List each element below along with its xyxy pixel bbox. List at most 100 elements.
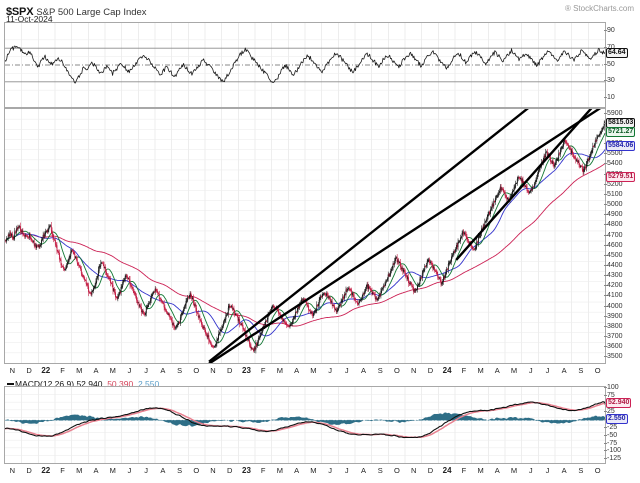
x-axis-label: M — [76, 366, 83, 375]
chart-date: 11-Oct-2024 — [6, 14, 53, 24]
axis-tick-label: 4700 — [604, 231, 623, 239]
x-axis-label: A — [294, 366, 300, 375]
x-axis-label: M — [510, 466, 518, 475]
x-axis-label: N — [9, 466, 16, 475]
x-axis-label: A — [160, 366, 166, 375]
x-axis-label: D — [227, 366, 233, 375]
price-panel[interactable] — [4, 108, 606, 364]
x-axis-label: 22 — [41, 466, 51, 475]
axis-tick-label: 25 — [604, 407, 615, 415]
x-axis-middle: N D 22 F M A M J J A S O N D 23 F M A M J J A S O N D 24 F M A M J J A S O — [4, 366, 606, 378]
x-axis-label: F — [60, 366, 65, 375]
x-axis-label: J — [344, 466, 349, 475]
x-axis-label: A — [93, 466, 99, 475]
axis-tick-label: 3700 — [604, 333, 623, 341]
axis-tick-label: 90 — [604, 26, 615, 34]
x-axis-label: M — [310, 366, 317, 375]
x-axis-label: A — [494, 466, 500, 475]
axis-tick-label: 5200 — [604, 180, 623, 188]
x-axis-label: D — [26, 366, 32, 375]
x-axis-label: J — [528, 366, 533, 375]
axis-tick-label: 4500 — [604, 251, 623, 259]
axis-tick-label: 5000 — [604, 201, 623, 209]
x-axis-label: O — [594, 466, 601, 475]
axis-tick-label: 10 — [604, 94, 615, 102]
axis-value-label: 5815.03 — [606, 117, 636, 128]
axis-tick-label: 75 — [604, 392, 615, 399]
axis-tick-label: 3500 — [604, 353, 623, 361]
x-axis-label: A — [361, 366, 367, 375]
x-axis-label: M — [276, 466, 284, 475]
x-axis-label: D — [26, 466, 32, 475]
symbol-ticker: $SPX — [6, 6, 34, 18]
axis-tick-label: 5100 — [604, 190, 623, 198]
x-axis-label: A — [294, 466, 300, 475]
axis-tick-label: 4200 — [604, 282, 623, 290]
x-axis-label: D — [427, 466, 434, 475]
x-axis-label: D — [227, 466, 233, 475]
axis-tick-label: 4600 — [604, 241, 623, 249]
axis-value-label: 5721.27 — [606, 127, 636, 138]
x-axis-label: M — [109, 366, 116, 375]
x-axis-label: A — [93, 366, 99, 375]
registered-mark-icon: ® — [564, 4, 571, 13]
axis-tick-label: 5900 — [604, 109, 623, 117]
x-axis-label: J — [528, 466, 533, 475]
axis-tick-label: -75 — [603, 439, 618, 447]
line-swatch-icon — [7, 383, 14, 385]
x-axis-label: O — [193, 466, 200, 475]
axis-tick-label: 3800 — [604, 322, 623, 330]
macd-panel[interactable] — [4, 386, 606, 464]
x-axis-label: J — [144, 366, 148, 375]
axis-tick-label: 30 — [604, 77, 615, 85]
x-axis-label: S — [177, 466, 183, 475]
x-axis-label: S — [177, 366, 183, 375]
x-axis-label: F — [260, 466, 266, 475]
x-axis-label: 23 — [242, 366, 251, 375]
axis-value-label: 52.940 — [606, 398, 632, 409]
x-axis-label: N — [210, 366, 216, 375]
x-axis-label: M — [76, 466, 83, 475]
chart-header: $SPX S&P 500 Large Cap Index — [6, 2, 147, 20]
stockcharts-credit: ® StockCharts.com — [565, 4, 634, 13]
x-axis-label: N — [410, 366, 417, 375]
macd-value-2: 50.390 — [107, 379, 134, 389]
x-axis-label: J — [545, 466, 550, 475]
x-axis-label: J — [127, 466, 132, 475]
x-axis-label: 24 — [442, 466, 452, 475]
rsi-y-axis: 90 70 50 30 10 64.64 — [604, 22, 640, 108]
x-axis-label: O — [193, 366, 200, 375]
axis-value-label: 5279.51 — [606, 172, 636, 183]
x-axis-label: O — [594, 366, 601, 375]
axis-tick-label: -100 — [603, 447, 622, 455]
x-axis-label: M — [510, 366, 518, 375]
x-axis-label: J — [545, 366, 550, 375]
x-axis-label: A — [561, 366, 567, 375]
x-axis-label: M — [310, 466, 317, 475]
macd-legend: MACD(12,26,9) 52.940, 50.390, 2.550 — [7, 379, 159, 389]
x-axis-bottom: N D 22 F M A M J J A S O N D 23 F M A M J J A S O N D 24 F M A M J J A S O — [4, 466, 606, 478]
axis-tick-label: 50 — [604, 60, 615, 68]
x-axis-label: S — [377, 366, 383, 375]
x-axis-label: J — [127, 366, 132, 375]
rsi-panel[interactable] — [4, 22, 606, 108]
axis-tick-label: 5500 — [604, 150, 623, 158]
axis-tick-label: 4300 — [604, 272, 623, 280]
axis-tick-label: 3600 — [604, 343, 623, 351]
axis-tick-label: 3900 — [604, 312, 623, 320]
x-axis-label: J — [344, 366, 349, 375]
axis-value-label: 5584.06 — [606, 141, 636, 152]
macd-value-1: 52.940 — [76, 379, 103, 389]
x-axis-label: A — [494, 366, 500, 375]
rsi-plot — [5, 23, 605, 107]
x-axis-label: 23 — [242, 466, 251, 475]
axis-tick-label: -25 — [603, 423, 618, 431]
x-axis-label: M — [477, 466, 484, 475]
axis-value-label: 2.550 — [606, 414, 628, 425]
price-plot — [5, 109, 605, 363]
x-axis-label: J — [328, 466, 332, 475]
credit-label: StockCharts.com — [573, 4, 634, 13]
x-axis-label: N — [9, 366, 16, 375]
